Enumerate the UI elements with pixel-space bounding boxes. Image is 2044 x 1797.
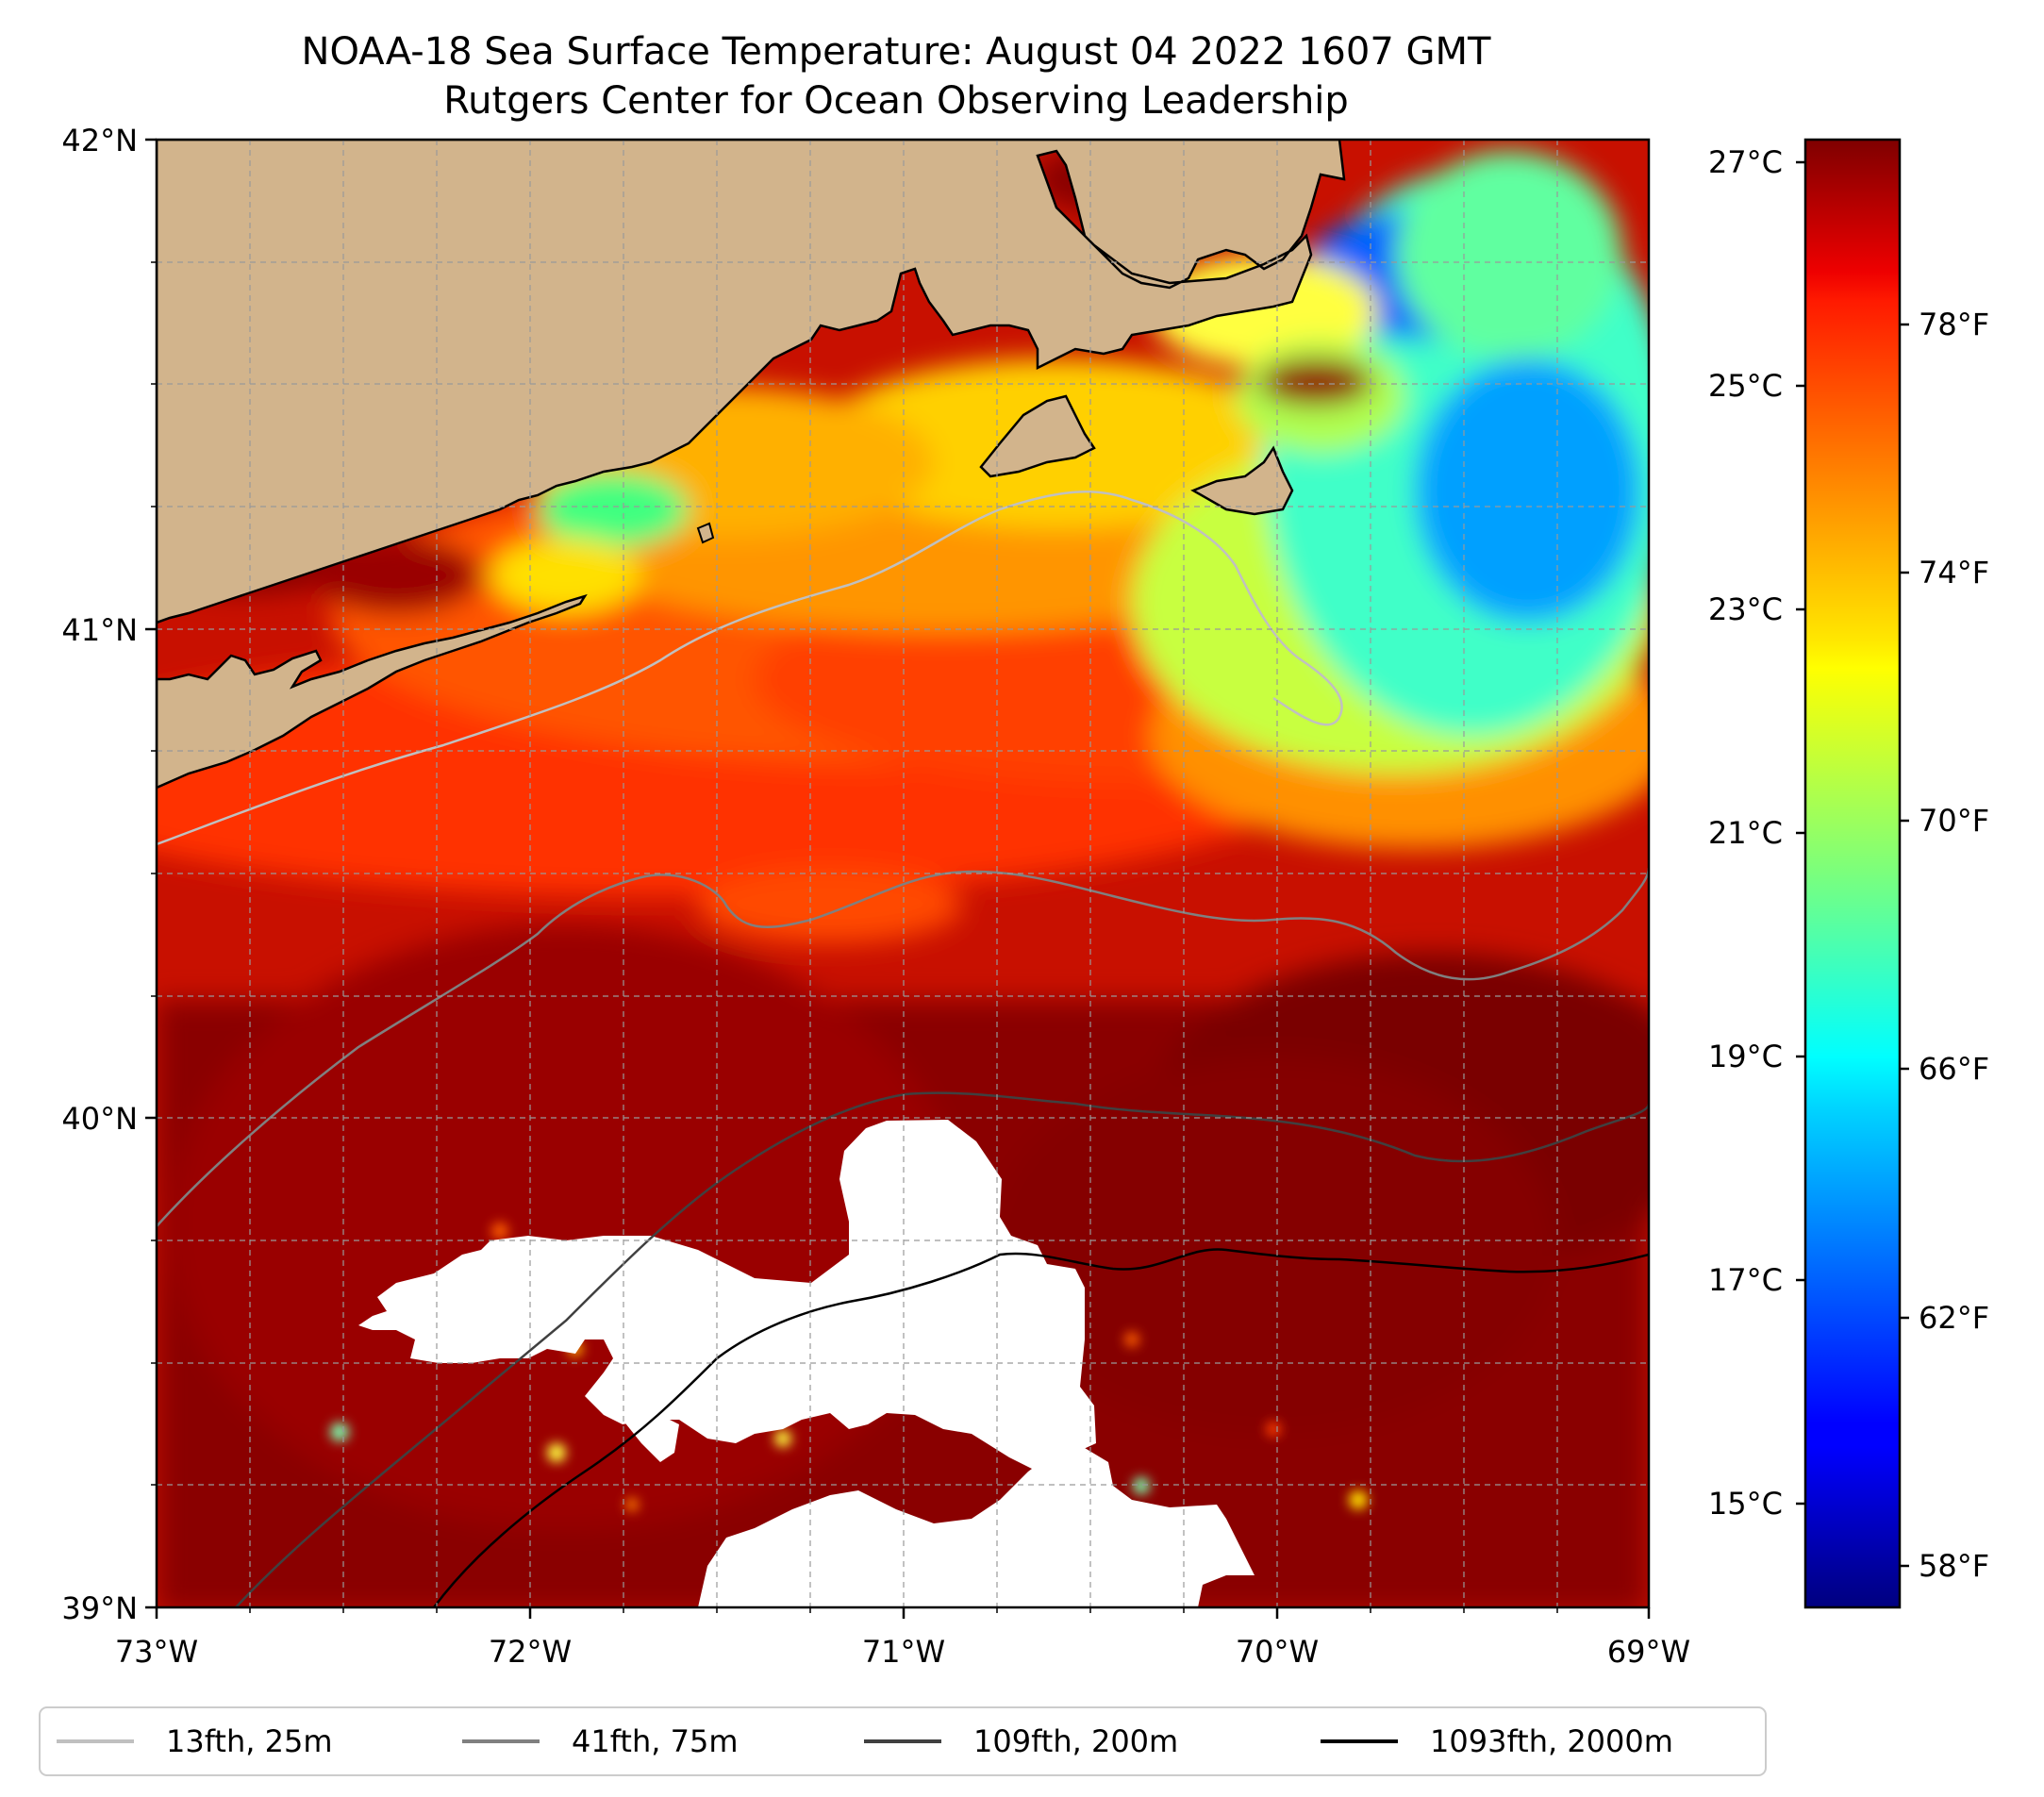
cbar-f-62: 62°F	[1919, 1300, 1989, 1336]
colorbar-gradient	[1803, 138, 1902, 1609]
colorbar: 27°C 25°C 23°C 21°C 19°C 17°C 15°C 78°F …	[1708, 138, 1989, 1609]
map-title: NOAA-18 Sea Surface Temperature: August …	[302, 30, 1491, 74]
cbar-c-23: 23°C	[1708, 591, 1783, 627]
cbar-f-66: 66°F	[1919, 1051, 1989, 1087]
y-tick-40n: 40°N	[61, 1101, 138, 1137]
contour-2000m	[432, 1248, 1649, 1607]
cbar-f-58: 58°F	[1919, 1548, 1989, 1584]
land-nantucket	[1190, 445, 1294, 516]
contour-200m	[235, 1091, 1649, 1607]
map-subtitle: Rutgers Center for Ocean Observing Leade…	[443, 79, 1349, 123]
x-tick-71w: 71°W	[862, 1634, 945, 1670]
map-panel	[157, 140, 1649, 1607]
land-block-island	[696, 522, 715, 544]
cbar-f-74: 74°F	[1919, 555, 1989, 591]
y-tick-41n: 41°N	[61, 612, 138, 648]
no-data-region	[358, 1120, 1096, 1472]
x-tick-69w: 69°W	[1607, 1634, 1690, 1670]
x-tick-72w: 72°W	[489, 1634, 572, 1670]
contour-legend: 13fth, 25m 41fth, 75m 109fth, 200m 1093f…	[39, 1706, 1767, 1776]
cbar-c-17: 17°C	[1708, 1262, 1783, 1298]
land-marthas-vineyard	[979, 394, 1096, 478]
cbar-c-15: 15°C	[1708, 1486, 1783, 1522]
sst-pattern	[157, 141, 1649, 1607]
axis-minor-ticks	[151, 261, 1558, 1613]
y-tick-39n: 39°N	[61, 1590, 138, 1626]
cbar-c-25: 25°C	[1708, 368, 1783, 404]
cbar-c-27: 27°C	[1708, 144, 1783, 180]
legend-label-75m: 41fth, 75m	[572, 1723, 738, 1759]
legend-label-25m: 13fth, 25m	[166, 1723, 332, 1759]
cbar-f-78: 78°F	[1919, 307, 1989, 342]
cbar-f-70: 70°F	[1919, 803, 1989, 839]
axis-ticks	[145, 138, 1651, 1619]
x-tick-70w: 70°W	[1236, 1634, 1319, 1670]
bathymetry-contours	[157, 491, 1649, 1607]
legend-label-2000m: 1093fth, 2000m	[1430, 1723, 1673, 1759]
y-tick-42n: 42°N	[61, 123, 138, 158]
land-mainland	[157, 140, 1346, 624]
contour-75m	[157, 867, 1649, 1227]
contour-25m	[157, 491, 1343, 846]
cbar-c-19: 19°C	[1708, 1039, 1783, 1074]
cbar-c-21: 21°C	[1708, 815, 1783, 851]
land-long-island	[157, 593, 588, 790]
x-tick-73w: 73°W	[115, 1634, 198, 1670]
no-data-region-south	[698, 1448, 1255, 1607]
legend-label-200m: 109fth, 200m	[973, 1723, 1178, 1759]
